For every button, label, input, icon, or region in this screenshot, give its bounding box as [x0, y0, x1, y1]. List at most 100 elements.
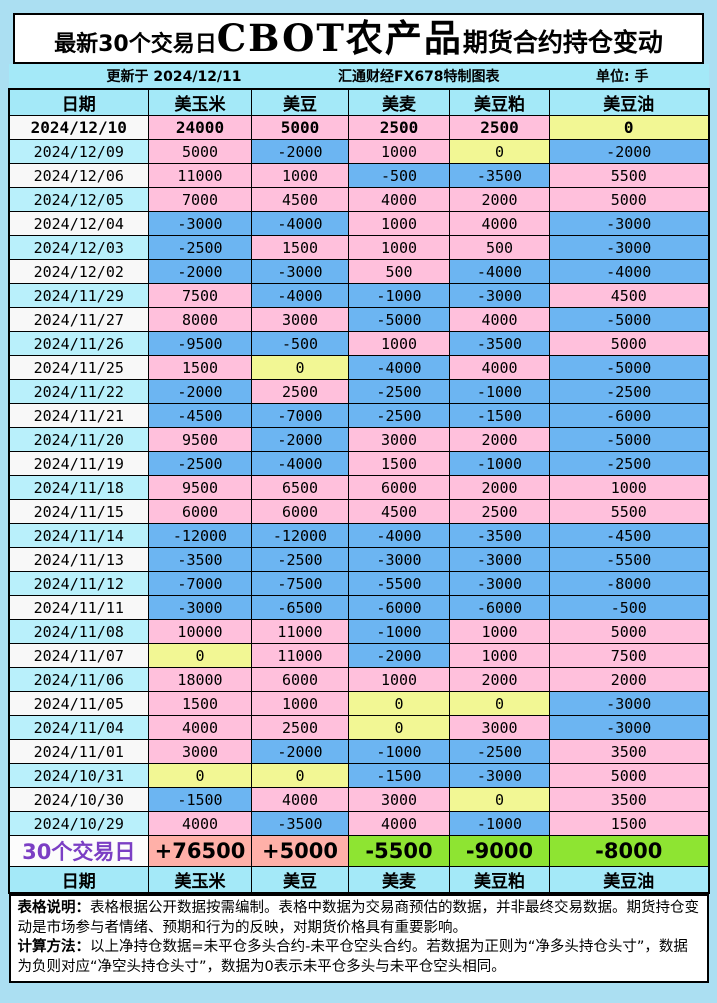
- date-cell: 2024/11/01: [8, 739, 149, 764]
- value-cell: 0: [549, 115, 709, 140]
- date-cell: 2024/12/02: [8, 259, 149, 284]
- value-cell: -7500: [251, 571, 349, 596]
- footer-date-column-header: 日期: [8, 866, 149, 894]
- value-cell: 0: [251, 763, 349, 788]
- value-cell: 3000: [449, 715, 550, 740]
- value-cell: -3000: [549, 691, 709, 716]
- value-cell: 500: [348, 259, 450, 284]
- value-cell: -1000: [449, 451, 550, 476]
- value-cell: -4000: [251, 283, 349, 308]
- table-row: 2024/11/13 -3500 -2500 -3000 -3000 -5500: [8, 547, 709, 572]
- value-cell: 1000: [348, 139, 450, 164]
- value-cell: 5000: [549, 619, 709, 644]
- value-cell: -9500: [148, 331, 252, 356]
- value-cell: 2500: [449, 115, 550, 140]
- value-cell: -3000: [148, 595, 252, 620]
- value-cell: 4000: [148, 811, 252, 836]
- summary-value-cell: +76500: [148, 835, 252, 867]
- table-row: 2024/10/29 4000 -3500 4000 -1000 1500: [8, 811, 709, 836]
- update-date-label: 更新于 2024/12/11: [106, 69, 242, 85]
- value-cell: -2500: [549, 379, 709, 404]
- date-cell: 2024/11/05: [8, 691, 149, 716]
- value-cell: 9500: [148, 475, 252, 500]
- value-cell: 2000: [449, 187, 550, 212]
- value-cell: 1500: [348, 451, 450, 476]
- table-row: 2024/11/29 7500 -4000 -1000 -3000 4500: [8, 283, 709, 308]
- value-cell: -2000: [348, 643, 450, 668]
- value-cell: 1000: [549, 475, 709, 500]
- value-cell: -2000: [549, 139, 709, 164]
- source-label: 汇通财经FX678特制图表: [337, 69, 500, 85]
- date-cell: 2024/11/22: [8, 379, 149, 404]
- value-cell: -8000: [549, 571, 709, 596]
- value-cell: -1000: [348, 283, 450, 308]
- calculation-method: 计算方法：以上净持仓数据=未平仓多头合约-未平仓空头合约。若数据为正则为“净多头…: [17, 939, 688, 975]
- value-cell: 0: [148, 643, 252, 668]
- value-cell: -500: [251, 331, 349, 356]
- table-row: 2024/11/26 -9500 -500 1000 -3500 5000: [8, 331, 709, 356]
- value-cell: -2000: [251, 139, 349, 164]
- value-cell: -1000: [348, 739, 450, 764]
- value-cell: 1000: [348, 331, 450, 356]
- value-cell: -4000: [348, 523, 450, 548]
- date-cell: 2024/12/03: [8, 235, 149, 260]
- value-cell: 5000: [148, 139, 252, 164]
- value-cell: 3500: [549, 787, 709, 812]
- value-cell: -3000: [449, 283, 550, 308]
- date-cell: 2024/12/05: [8, 187, 149, 212]
- value-cell: -5000: [549, 355, 709, 380]
- value-cell: -3000: [449, 571, 550, 596]
- column-header: 美玉米: [148, 88, 252, 116]
- summary-row: 30个交易日 +76500 +5000 -5500 -9000 -8000: [8, 835, 709, 867]
- column-header: 美豆: [251, 88, 349, 116]
- date-cell: 2024/11/13: [8, 547, 149, 572]
- date-cell: 2024/11/21: [8, 403, 149, 428]
- value-cell: 1000: [251, 163, 349, 188]
- table-row: 2024/11/08 10000 11000 -1000 1000 5000: [8, 619, 709, 644]
- value-cell: 7500: [148, 283, 252, 308]
- value-cell: -3000: [251, 259, 349, 284]
- table-row: 2024/12/05 7000 4500 4000 2000 5000: [8, 187, 709, 212]
- date-cell: 2024/11/18: [8, 475, 149, 500]
- value-cell: 1500: [148, 355, 252, 380]
- value-cell: -3000: [549, 211, 709, 236]
- value-cell: 4500: [251, 187, 349, 212]
- table-row: 2024/11/11 -3000 -6500 -6000 -6000 -500: [8, 595, 709, 620]
- table-row: 2024/11/19 -2500 -4000 1500 -1000 -2500: [8, 451, 709, 476]
- date-cell: 2024/11/04: [8, 715, 149, 740]
- table-row: 2024/12/03 -2500 1500 1000 500 -3000: [8, 235, 709, 260]
- table-description: 表格说明：表格根据公开数据按需编制。表格中数据为交易商预估的数据，并非最终交易数…: [17, 900, 700, 936]
- date-cell: 2024/12/04: [8, 211, 149, 236]
- value-cell: 4500: [549, 283, 709, 308]
- calculation-method-label: 计算方法：: [17, 939, 91, 955]
- value-cell: 3000: [348, 427, 450, 452]
- value-cell: 0: [348, 691, 450, 716]
- value-cell: 3000: [148, 739, 252, 764]
- footer-column-header: 美豆粕: [449, 866, 550, 894]
- date-cell: 2024/11/25: [8, 355, 149, 380]
- value-cell: 2000: [549, 667, 709, 692]
- date-cell: 2024/11/14: [8, 523, 149, 548]
- value-cell: -1000: [449, 379, 550, 404]
- value-cell: -3000: [549, 715, 709, 740]
- value-cell: 2000: [449, 475, 550, 500]
- table-row: 2024/11/15 6000 6000 4500 2500 5500: [8, 499, 709, 524]
- value-cell: 2000: [449, 427, 550, 452]
- value-cell: 3000: [348, 787, 450, 812]
- value-cell: 5000: [549, 187, 709, 212]
- value-cell: 0: [251, 355, 349, 380]
- date-cell: 2024/11/27: [8, 307, 149, 332]
- value-cell: -3000: [348, 547, 450, 572]
- value-cell: -5500: [348, 571, 450, 596]
- value-cell: -3000: [549, 235, 709, 260]
- value-cell: 6000: [251, 499, 349, 524]
- value-cell: -2000: [251, 427, 349, 452]
- footer-column-header: 美豆油: [549, 866, 709, 894]
- value-cell: -2500: [148, 451, 252, 476]
- value-cell: -5000: [348, 307, 450, 332]
- value-cell: -3000: [148, 211, 252, 236]
- value-cell: 6500: [251, 475, 349, 500]
- value-cell: 5500: [549, 499, 709, 524]
- table-row: 2024/11/21 -4500 -7000 -2500 -1500 -6000: [8, 403, 709, 428]
- table-row: 2024/11/25 1500 0 -4000 4000 -5000: [8, 355, 709, 380]
